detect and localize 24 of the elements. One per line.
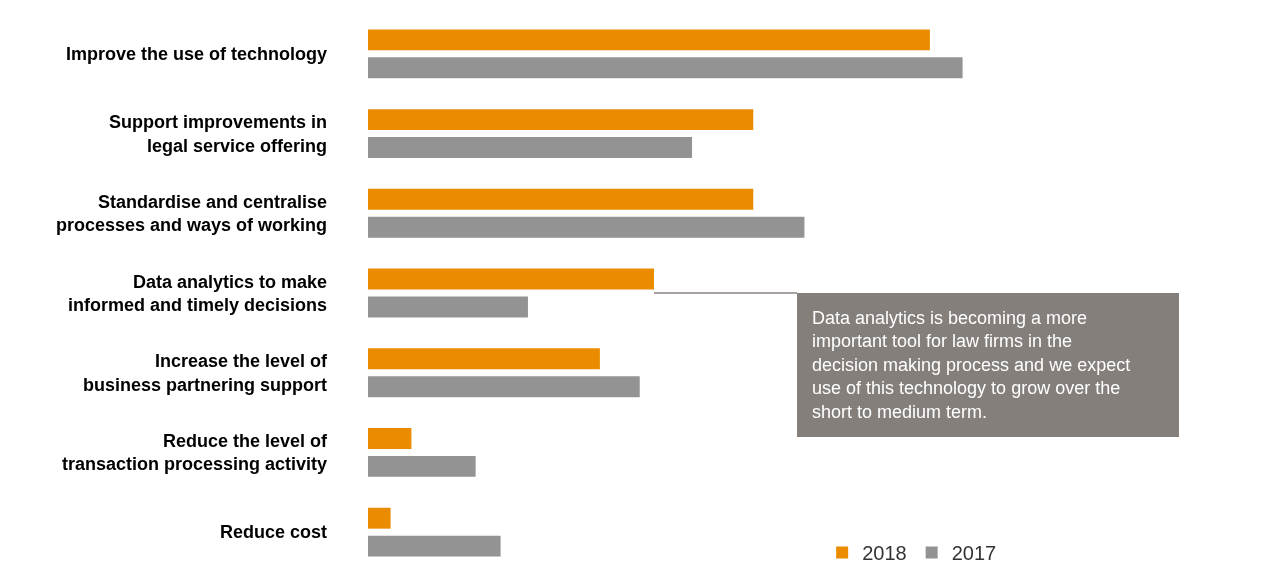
y-tick-label: Improve the use of technology — [65, 44, 327, 65]
bar — [368, 268, 654, 290]
bar — [368, 376, 640, 398]
legend-label: 2017 — [951, 542, 997, 565]
bar — [368, 57, 963, 79]
y-tick-label: Data analytics to make informed and timely decisions — [67, 271, 327, 315]
bar — [368, 348, 600, 370]
bar — [368, 455, 476, 477]
y-tick-label: Support improvements in legal service offering — [108, 112, 327, 156]
bar — [368, 428, 412, 449]
bar — [368, 29, 930, 51]
y-tick-label: Increase the level of business partnering support — [82, 351, 328, 395]
bar — [368, 296, 528, 318]
y-tick-label: Reduce cost — [219, 522, 327, 543]
annotation: Data analytics is becoming a more important tool for law firms in the decision making process and we expect use of this technology to grow over the short to medium term. — [812, 308, 1131, 422]
bar — [368, 188, 754, 210]
bar — [368, 109, 754, 131]
y-tick-label: Standardise and centralise processes and ways of working — [55, 191, 327, 236]
bar — [368, 137, 693, 158]
bar — [368, 216, 805, 238]
bar — [368, 507, 391, 529]
legend-label: 2018 — [862, 542, 907, 565]
bar — [368, 535, 501, 557]
y-tick-label: Reduce the level of transaction processing activity — [61, 431, 328, 475]
